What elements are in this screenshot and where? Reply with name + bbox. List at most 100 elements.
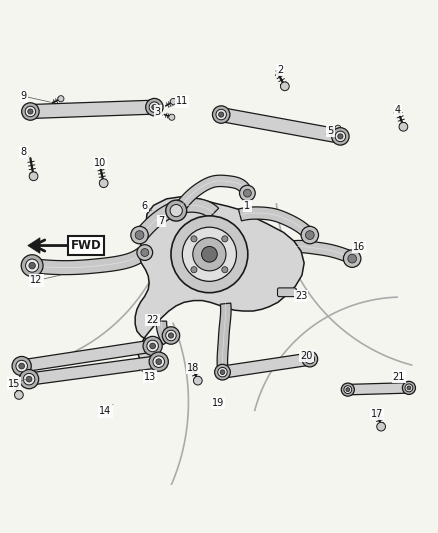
Circle shape: [191, 236, 197, 242]
Text: 20: 20: [300, 351, 312, 361]
Circle shape: [244, 189, 251, 197]
Circle shape: [201, 246, 217, 262]
Circle shape: [14, 391, 23, 399]
Polygon shape: [293, 240, 352, 263]
Circle shape: [149, 352, 168, 372]
Text: 21: 21: [393, 372, 405, 382]
Circle shape: [162, 327, 180, 344]
Circle shape: [25, 106, 35, 117]
Circle shape: [346, 387, 350, 392]
Circle shape: [407, 386, 411, 390]
Circle shape: [29, 262, 35, 269]
Circle shape: [12, 357, 31, 376]
Circle shape: [222, 236, 228, 242]
Polygon shape: [136, 198, 219, 239]
Circle shape: [305, 231, 314, 239]
Circle shape: [29, 172, 38, 181]
Polygon shape: [173, 175, 251, 215]
Circle shape: [399, 123, 408, 131]
Text: 17: 17: [371, 409, 383, 419]
Polygon shape: [222, 353, 311, 378]
Polygon shape: [135, 197, 304, 362]
Circle shape: [305, 354, 314, 364]
Circle shape: [182, 227, 237, 281]
Circle shape: [301, 227, 318, 244]
Polygon shape: [156, 321, 172, 345]
Circle shape: [169, 114, 175, 120]
Circle shape: [193, 238, 226, 271]
Text: 13: 13: [144, 372, 156, 382]
Text: FWD: FWD: [71, 239, 101, 252]
Text: 16: 16: [353, 242, 365, 252]
Circle shape: [170, 99, 177, 104]
Polygon shape: [217, 303, 231, 366]
Text: 7: 7: [158, 216, 165, 225]
FancyBboxPatch shape: [278, 288, 296, 297]
Circle shape: [344, 386, 352, 393]
Circle shape: [99, 179, 108, 188]
Text: 6: 6: [142, 201, 148, 211]
Circle shape: [131, 227, 148, 244]
Circle shape: [25, 259, 39, 272]
Polygon shape: [21, 340, 154, 372]
Circle shape: [166, 330, 176, 341]
Text: 3: 3: [155, 107, 161, 117]
Circle shape: [153, 356, 165, 367]
Circle shape: [240, 185, 255, 201]
Text: 10: 10: [94, 158, 106, 167]
Circle shape: [280, 82, 289, 91]
Circle shape: [168, 333, 173, 338]
Text: 15: 15: [7, 378, 20, 389]
Text: 23: 23: [295, 291, 307, 301]
Text: 18: 18: [187, 363, 199, 373]
Text: 2: 2: [277, 65, 283, 75]
Circle shape: [191, 266, 197, 273]
Circle shape: [212, 106, 230, 123]
Circle shape: [19, 369, 39, 389]
Polygon shape: [31, 248, 147, 274]
Circle shape: [137, 245, 152, 261]
Text: 4: 4: [395, 105, 401, 115]
Circle shape: [19, 363, 25, 369]
Circle shape: [341, 383, 354, 396]
Circle shape: [170, 205, 182, 217]
Circle shape: [26, 376, 32, 382]
Circle shape: [166, 200, 187, 221]
Circle shape: [23, 374, 35, 385]
Circle shape: [146, 99, 163, 116]
Circle shape: [348, 254, 357, 263]
Circle shape: [28, 109, 33, 114]
Circle shape: [343, 250, 361, 268]
Circle shape: [143, 336, 162, 356]
Circle shape: [171, 216, 248, 293]
Circle shape: [194, 376, 202, 385]
Text: 1: 1: [244, 201, 251, 211]
Text: 14: 14: [99, 407, 112, 416]
Circle shape: [216, 109, 226, 120]
Circle shape: [141, 248, 149, 256]
Text: 22: 22: [146, 315, 159, 325]
Circle shape: [16, 360, 28, 372]
Circle shape: [338, 134, 343, 139]
Circle shape: [135, 231, 144, 239]
Text: 11: 11: [176, 96, 188, 107]
Text: 9: 9: [21, 91, 27, 101]
Circle shape: [58, 95, 64, 102]
Polygon shape: [30, 100, 155, 118]
Circle shape: [335, 131, 346, 142]
Circle shape: [332, 128, 349, 145]
Circle shape: [302, 351, 318, 367]
Circle shape: [307, 357, 312, 361]
Circle shape: [150, 343, 155, 349]
Circle shape: [403, 381, 416, 394]
Polygon shape: [348, 383, 409, 395]
Text: 12: 12: [30, 276, 42, 286]
Circle shape: [147, 340, 159, 352]
Circle shape: [149, 102, 159, 112]
Text: 19: 19: [212, 398, 224, 408]
Circle shape: [21, 255, 43, 277]
Circle shape: [222, 266, 228, 273]
Polygon shape: [28, 238, 40, 253]
Circle shape: [152, 104, 157, 110]
Circle shape: [220, 370, 225, 375]
